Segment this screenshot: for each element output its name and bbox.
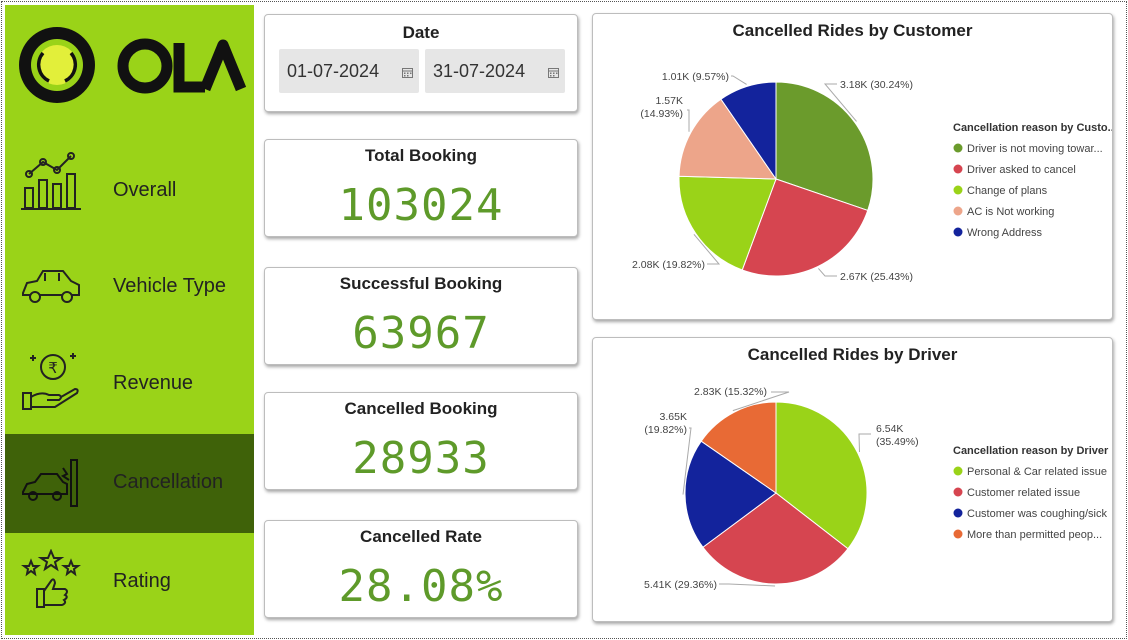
kpi-title: Cancelled Rate — [360, 527, 482, 546]
data-label: 2.67K (25.43%) — [840, 271, 913, 283]
sidebar-item-vehicle-type[interactable]: Vehicle Type — [5, 235, 254, 335]
legend-marker — [953, 487, 963, 497]
leader-line — [731, 75, 747, 85]
data-label: 6.54K — [876, 423, 903, 435]
legend-item[interactable]: Personal & Car related issue — [967, 466, 1107, 478]
legend-title: Cancellation reason by Custo... — [953, 122, 1112, 134]
data-label: 5.41K (29.36%) — [644, 579, 717, 591]
leader-line — [682, 427, 692, 495]
data-label: 2.83K (15.32%) — [694, 386, 767, 398]
pie-slice[interactable] — [775, 401, 868, 550]
sidebar-item-rating[interactable]: Rating — [5, 533, 254, 633]
pie-slice[interactable] — [700, 401, 777, 494]
data-label: 3.65K — [660, 411, 687, 423]
car-crash-icon — [22, 459, 78, 507]
leader-line — [823, 83, 857, 122]
successful-booking-card: Successful Booking 63967 — [264, 267, 578, 365]
legend-marker — [953, 529, 963, 539]
data-label: 1.57K — [656, 95, 683, 107]
legend-item[interactable]: Wrong Address — [967, 227, 1043, 239]
pie-slice[interactable] — [684, 440, 777, 548]
sidebar-item-label: Rating — [113, 570, 171, 592]
legend-marker — [953, 185, 963, 195]
data-label: (14.93%) — [640, 108, 683, 120]
customer-cancellation-pie-chart: 3.18K (30.24%) 2.67K (25.43%) 2.08K (19.82… — [632, 71, 1112, 283]
kpi-value: 28.08% — [338, 561, 504, 612]
pie-slice[interactable] — [702, 492, 849, 585]
data-label: (19.82%) — [644, 424, 687, 436]
sidebar: Overall Vehicle Type ₹ Revenue — [5, 5, 254, 635]
sidebar-item-cancellation[interactable]: Cancellation — [5, 434, 254, 533]
svg-text:₹: ₹ — [48, 359, 58, 377]
kpi-value: 103024 — [338, 180, 504, 231]
leader-line — [693, 234, 721, 265]
stars-thumbs-up-icon — [21, 549, 81, 608]
legend-item[interactable]: Driver asked to cancel — [967, 164, 1076, 176]
legend-title: Cancellation reason by Driver — [953, 445, 1109, 457]
sidebar-item-label: Vehicle Type — [113, 275, 227, 297]
data-label: 1.01K (9.57%) — [662, 71, 729, 83]
start-date-value: 01-07-2024 — [287, 61, 380, 81]
pie-slice[interactable] — [775, 81, 874, 212]
sidebar-item-label: Revenue — [113, 372, 194, 394]
kpi-value: 28933 — [352, 433, 490, 484]
rupee-hand-icon: ₹ — [22, 353, 79, 410]
pie-slice[interactable] — [720, 81, 777, 181]
kpi-title: Cancelled Booking — [344, 399, 498, 418]
total-booking-card: Total Booking 103024 — [264, 139, 578, 237]
leader-line — [732, 391, 790, 412]
kpi-value: 63967 — [352, 308, 490, 359]
legend-item[interactable]: Customer related issue — [967, 487, 1080, 499]
end-date-input[interactable]: 31-07-2024 — [425, 49, 565, 93]
leader-line — [719, 583, 776, 587]
kpi-title: Total Booking — [364, 146, 478, 165]
cancelled-booking-card: Cancelled Booking 28933 — [264, 392, 578, 490]
data-label: 3.18K (30.24%) — [840, 79, 913, 91]
bar-chart-trend-icon — [21, 152, 81, 210]
data-label: (35.49%) — [876, 436, 919, 448]
chart-title: Cancelled Rides by Customer — [732, 21, 973, 40]
sidebar-item-revenue[interactable]: ₹ Revenue — [5, 335, 254, 435]
end-date-value: 31-07-2024 — [433, 61, 526, 81]
legend-item[interactable]: Change of plans — [967, 185, 1048, 197]
pie-slice[interactable] — [678, 98, 777, 180]
data-label: 2.08K (19.82%) — [632, 259, 705, 271]
legend-item[interactable]: Customer was coughing/sick — [967, 508, 1108, 520]
leader-line — [687, 109, 690, 132]
date-filter-title: Date — [402, 23, 440, 42]
leader-line — [818, 268, 837, 277]
legend-marker — [953, 143, 963, 153]
legend-item[interactable]: AC is Not working — [967, 206, 1054, 218]
sidebar-item-overall[interactable]: Overall — [5, 135, 254, 235]
customer-cancellation-chart-card: Cancelled Rides by Customer 3.18K (30.24… — [592, 13, 1113, 320]
legend-marker — [953, 206, 963, 216]
legend-marker — [953, 164, 963, 174]
kpi-title: Successful Booking — [339, 274, 503, 293]
sidebar-item-label: Overall — [113, 179, 177, 201]
pie-slice[interactable] — [678, 175, 777, 271]
cancelled-rate-card: Cancelled Rate 28.08% — [264, 520, 578, 618]
start-date-input[interactable]: 01-07-2024 — [279, 49, 419, 93]
calendar-icon[interactable] — [548, 68, 559, 78]
pie-slice[interactable] — [741, 178, 869, 277]
legend-item[interactable]: More than permitted peop... — [967, 529, 1102, 541]
driver-cancellation-pie-chart: 6.54K(35.49%) 5.41K (29.36%) 3.65K(19.82%)… — [644, 386, 1109, 591]
driver-cancellation-chart-card: Cancelled Rides by Driver 6.54K (35.49%) 5… — [592, 337, 1113, 622]
legend-marker — [953, 508, 963, 518]
date-filter-card: Date 01-07-2024 31-07-2024 — [264, 14, 578, 112]
legend-marker — [953, 466, 963, 476]
legend-marker — [953, 227, 963, 237]
sidebar-item-label: Cancellation — [113, 471, 224, 493]
ola-logo — [17, 23, 247, 113]
leader-line — [858, 433, 871, 453]
car-icon — [22, 270, 80, 303]
calendar-icon[interactable] — [402, 68, 413, 78]
chart-title: Cancelled Rides by Driver — [747, 345, 958, 364]
legend-item[interactable]: Driver is not moving towar... — [967, 143, 1103, 155]
